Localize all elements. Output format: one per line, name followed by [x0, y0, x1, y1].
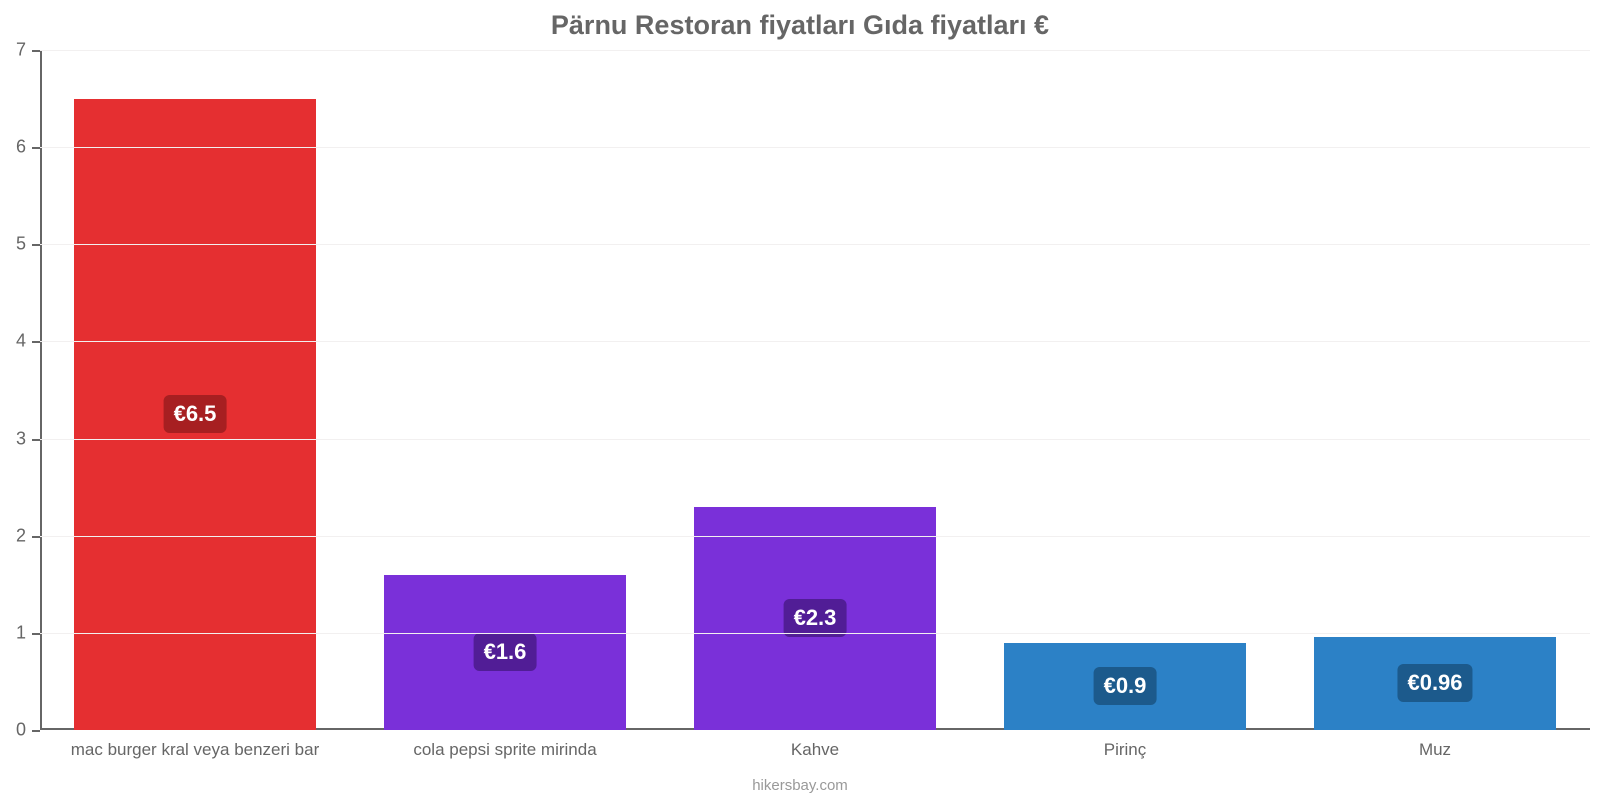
y-tick — [32, 439, 40, 441]
x-tick-label: Muz — [1419, 740, 1451, 760]
y-tick-label: 3 — [16, 428, 26, 449]
bars-layer: €6.5 €1.6 €2.3 €0.9 €0.96 — [40, 50, 1590, 730]
y-tick-label: 5 — [16, 234, 26, 255]
y-tick — [32, 147, 40, 149]
x-tick-label: Kahve — [791, 740, 839, 760]
gridline — [40, 244, 1590, 245]
gridline — [40, 147, 1590, 148]
gridline — [40, 439, 1590, 440]
y-tick — [32, 244, 40, 246]
chart-title: Pärnu Restoran fiyatları Gıda fiyatları … — [0, 10, 1600, 41]
y-tick — [32, 341, 40, 343]
plot-area: €6.5€1.6€2.3€0.9€0.96 01234567mac burger… — [40, 50, 1590, 730]
value-badge: €1.6 — [474, 633, 537, 671]
price-chart: Pärnu Restoran fiyatları Gıda fiyatları … — [0, 0, 1600, 800]
value-badge: €0.9 — [1094, 667, 1157, 705]
value-badge: €0.96 — [1397, 664, 1472, 702]
chart-footer: hikersbay.com — [0, 777, 1600, 794]
x-tick-label: Pirinç — [1104, 740, 1147, 760]
value-badge: €2.3 — [784, 599, 847, 637]
y-tick-label: 2 — [16, 525, 26, 546]
y-tick-label: 6 — [16, 137, 26, 158]
y-tick — [32, 633, 40, 635]
gridline — [40, 341, 1590, 342]
y-tick — [32, 50, 40, 52]
x-tick-label: cola pepsi sprite mirinda — [413, 740, 596, 760]
y-tick-label: 7 — [16, 40, 26, 61]
gridline — [40, 633, 1590, 634]
y-tick — [32, 536, 40, 538]
y-tick-label: 0 — [16, 720, 26, 741]
value-badge: €6.5 — [164, 395, 227, 433]
y-tick-label: 4 — [16, 331, 26, 352]
y-tick — [32, 730, 40, 732]
y-tick-label: 1 — [16, 622, 26, 643]
x-tick-label: mac burger kral veya benzeri bar — [71, 740, 320, 760]
gridline — [40, 536, 1590, 537]
gridline — [40, 50, 1590, 51]
